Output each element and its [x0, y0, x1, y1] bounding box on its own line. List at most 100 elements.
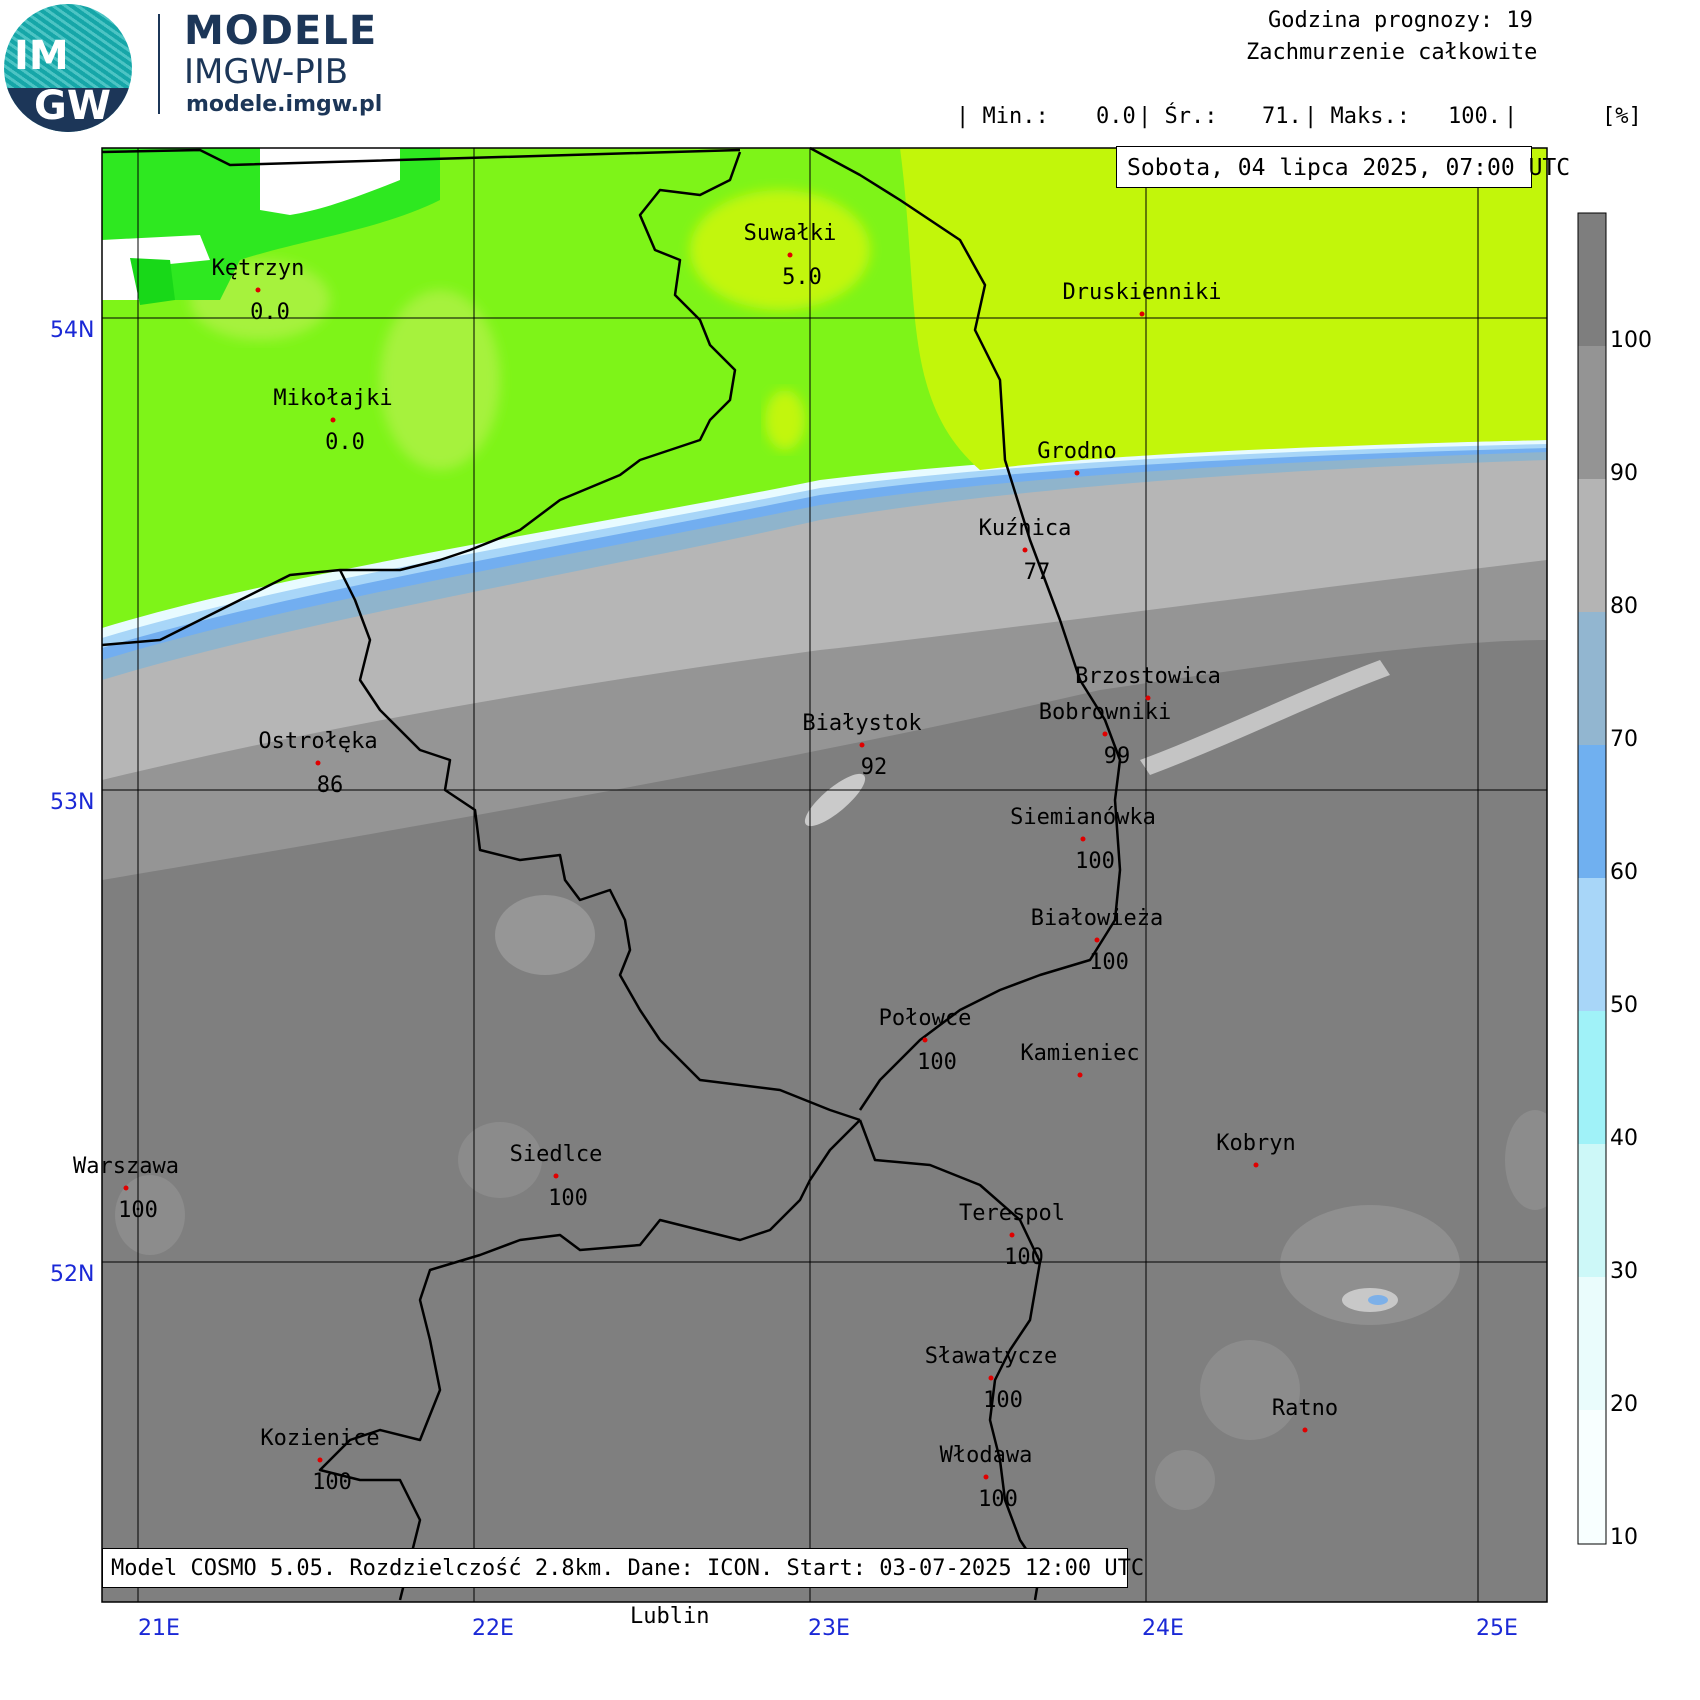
city-name: Kozienice	[260, 1426, 380, 1451]
city-name: Druskienniki	[1062, 280, 1222, 305]
city-marker	[1139, 311, 1145, 317]
lat-label-54n: 54N	[50, 318, 95, 343]
colorbar-tick: 100	[1610, 328, 1652, 353]
city-value: 100	[978, 1487, 1018, 1512]
city-name: Siemianówka	[1010, 805, 1156, 830]
city-name: Warszawa	[73, 1154, 179, 1179]
colorbar-tick: 80	[1610, 594, 1638, 619]
city-name: Sławatycze	[924, 1344, 1058, 1369]
city-value: 100	[1004, 1245, 1044, 1270]
city-name: Białystok	[802, 711, 922, 736]
city-marker	[983, 1474, 989, 1480]
city-marker	[330, 417, 336, 423]
city-name: Włodawa	[939, 1443, 1033, 1468]
stat-unit: [%]	[1602, 104, 1642, 129]
colorbar-tick: 90	[1610, 461, 1638, 486]
city-value: 0.0	[325, 430, 365, 455]
city-value: 100	[548, 1186, 588, 1211]
stat-avg-label: | Śr.:	[1138, 104, 1218, 129]
city-value: 86	[316, 773, 344, 798]
city-value: 100	[983, 1388, 1023, 1413]
city-name: Kętrzyn	[211, 256, 305, 281]
colorbar-tick: 10	[1610, 1525, 1638, 1550]
graticule	[102, 148, 1547, 1602]
forecast-hour: Godzina prognozy: 19	[1268, 8, 1533, 33]
imgw-logo: IM GW	[4, 4, 132, 132]
logo-text-bottom: GW	[34, 83, 111, 129]
city-name: Siedlce	[509, 1142, 603, 1167]
city-marker	[255, 287, 261, 293]
city-marker	[1145, 695, 1151, 701]
lon-label-22e: 22E	[472, 1616, 514, 1641]
city-marker	[315, 760, 321, 766]
city-marker	[1009, 1232, 1015, 1238]
city-value: 100	[312, 1470, 352, 1495]
lon-label-24e: 24E	[1142, 1616, 1184, 1641]
city-marker	[1080, 836, 1086, 842]
city-marker	[787, 252, 793, 258]
city-name: Białowieża	[1030, 906, 1164, 931]
city-name: Połowce	[878, 1006, 972, 1031]
city-marker	[1022, 547, 1028, 553]
city-name: Ostrołęka	[258, 729, 378, 754]
lon-label-21e: 21E	[138, 1616, 180, 1641]
stat-min-label: | Min.:	[956, 104, 1049, 129]
city-value: 92	[860, 755, 888, 780]
city-name: Ratno	[1271, 1396, 1339, 1421]
logo-divider	[158, 14, 160, 114]
colorbar-tick: 40	[1610, 1126, 1638, 1151]
city-value: 5.0	[782, 265, 822, 290]
model-info-box: Model COSMO 5.05. Rozdzielczość 2.8km. D…	[102, 1548, 1144, 1588]
valid-time-box: Sobota, 04 lipca 2025, 07:00 UTC	[1116, 146, 1570, 188]
lon-label-25e: 25E	[1476, 1616, 1518, 1641]
logo-text-top: IM	[14, 33, 69, 79]
city-value: 100	[118, 1198, 158, 1223]
city-marker	[1077, 1072, 1083, 1078]
stat-avg-value: 71.	[1262, 104, 1302, 129]
brand-title: MODELE	[184, 8, 378, 54]
stat-max-value: 100.	[1448, 104, 1501, 129]
city-marker	[317, 1457, 323, 1463]
parameter-name: Zachmurzenie całkowite	[1246, 40, 1538, 65]
colorbar-tick: 30	[1610, 1259, 1638, 1284]
city-name: Suwałki	[743, 221, 837, 246]
country-borders	[101, 146, 1122, 1601]
city-marker	[922, 1037, 928, 1043]
city-name: Kamieniec	[1020, 1041, 1140, 1066]
colorbar-tick: 60	[1610, 860, 1638, 885]
city-value: 77	[1023, 560, 1051, 585]
colorbar-tick: 20	[1610, 1392, 1638, 1417]
city-marker	[123, 1185, 129, 1191]
city-marker	[859, 742, 865, 748]
colorbar-tick: 50	[1610, 993, 1638, 1018]
city-name: Brzostowica	[1075, 664, 1221, 689]
city-marker	[1074, 470, 1080, 476]
brand-subtitle: IMGW-PIB	[184, 52, 349, 92]
city-marker	[1302, 1427, 1308, 1433]
city-value: 100	[917, 1050, 957, 1075]
colorbar-tick: 70	[1610, 727, 1638, 752]
city-marker	[1094, 937, 1100, 943]
lon-label-23e: 23E	[808, 1616, 850, 1641]
brand-url[interactable]: modele.imgw.pl	[186, 92, 383, 117]
city-value: 99	[1103, 744, 1131, 769]
lat-label-52n: 52N	[50, 1262, 95, 1287]
city-name: Kuźnica	[978, 516, 1072, 541]
city-name: Bobrowniki	[1038, 700, 1172, 725]
city-marker	[1102, 731, 1108, 737]
city-marker	[1253, 1162, 1259, 1168]
city-name: Terespol	[959, 1201, 1065, 1226]
city-name: Mikołajki	[273, 386, 393, 411]
lat-label-53n: 53N	[50, 790, 95, 815]
city-marker	[553, 1173, 559, 1179]
colorbar	[1577, 212, 1607, 1545]
stat-min-value: 0.0	[1096, 104, 1136, 129]
lublin-label: Lublin	[630, 1604, 710, 1629]
city-name: Grodno	[1037, 439, 1117, 464]
city-marker	[988, 1375, 994, 1381]
stat-max-label: | Maks.:	[1304, 104, 1410, 129]
city-value: 100	[1089, 950, 1129, 975]
city-value: 0.0	[250, 300, 290, 325]
stat-end-sep: |	[1504, 104, 1518, 129]
